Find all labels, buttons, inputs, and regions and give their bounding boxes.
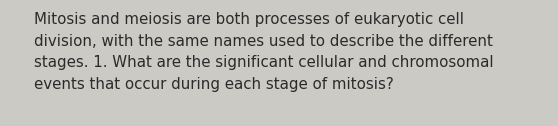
Text: Mitosis and meiosis are both processes of eukaryotic cell
division, with the sam: Mitosis and meiosis are both processes o… [34, 12, 493, 92]
